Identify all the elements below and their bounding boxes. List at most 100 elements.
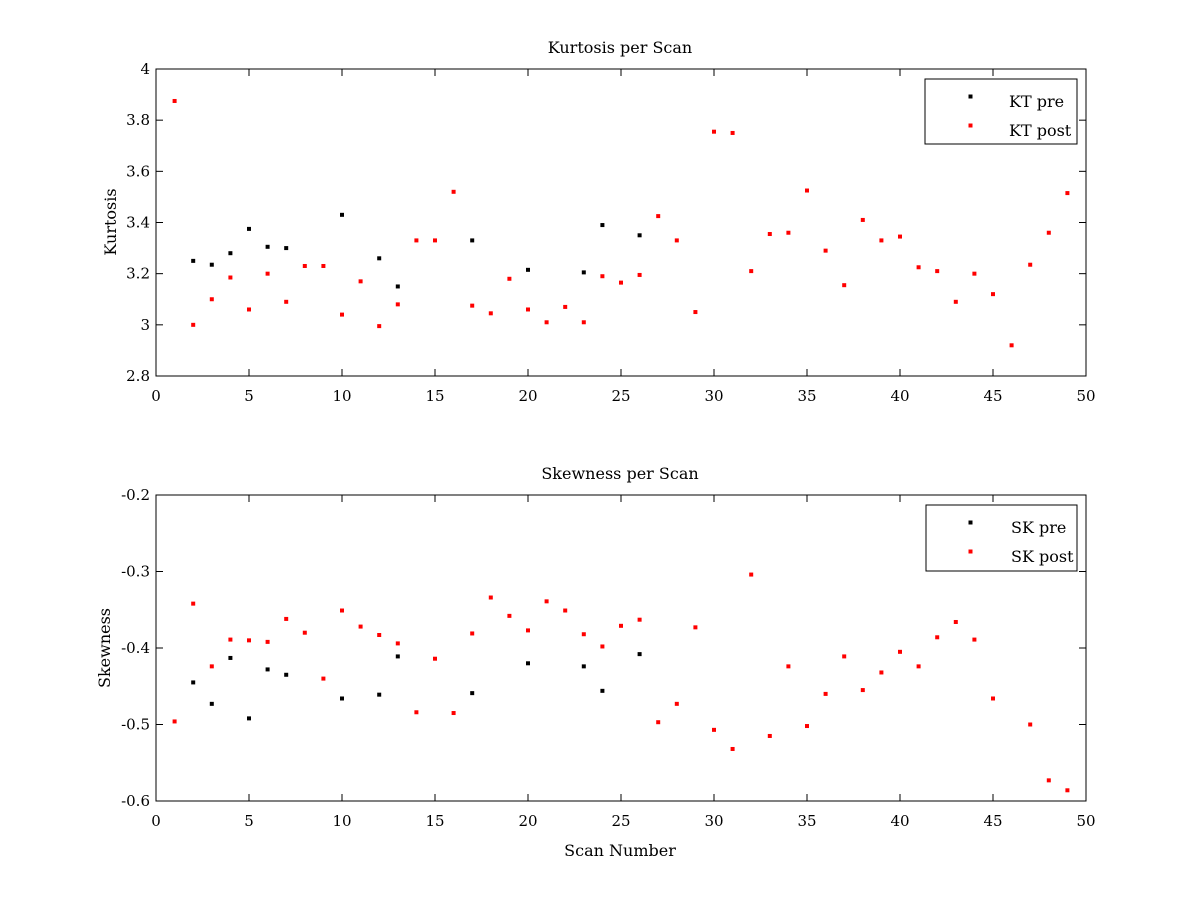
kurtosis-point-post bbox=[228, 275, 233, 280]
skewness-subplot: Skewness per Scan Skewness Scan Number 0… bbox=[95, 464, 1096, 860]
kurtosis-point-post bbox=[656, 214, 661, 219]
kurtosis-y-tick-label: 3.6 bbox=[126, 162, 150, 180]
skewness-point-post bbox=[340, 608, 344, 613]
skewness-point-post bbox=[191, 601, 196, 606]
kurtosis-point-pre bbox=[637, 233, 642, 238]
skewness-point-post bbox=[433, 656, 437, 661]
kurtosis-point-post bbox=[340, 312, 344, 317]
kurtosis-legend-marker-pre bbox=[968, 94, 973, 99]
skewness-point-post bbox=[730, 746, 735, 751]
kurtosis-point-pre bbox=[265, 244, 270, 249]
skewness-point-pre bbox=[581, 664, 586, 669]
skewness-point-pre bbox=[600, 688, 605, 693]
skewness-point-post bbox=[898, 649, 902, 654]
skewness-point-post bbox=[247, 638, 251, 643]
kurtosis-x-tick-label: 15 bbox=[425, 387, 444, 405]
skewness-point-pre bbox=[637, 652, 642, 657]
skewness-y-tick-label: -0.6 bbox=[121, 792, 150, 810]
skewness-point-post bbox=[637, 617, 642, 622]
kurtosis-point-post bbox=[860, 217, 865, 222]
kurtosis-x-tick-label: 40 bbox=[890, 387, 909, 405]
skewness-point-post bbox=[265, 639, 270, 644]
kurtosis-x-tick-label: 10 bbox=[332, 387, 351, 405]
skewness-x-tick-label: 5 bbox=[244, 812, 254, 830]
skewness-point-post bbox=[172, 719, 177, 724]
kurtosis-point-post bbox=[581, 320, 586, 325]
skewness-point-post bbox=[563, 608, 568, 613]
skewness-x-tick-label: 45 bbox=[983, 812, 1002, 830]
kurtosis-point-post bbox=[433, 238, 437, 243]
skewness-point-post bbox=[842, 654, 847, 659]
kurtosis-point-post bbox=[879, 238, 884, 243]
skewness-point-post bbox=[823, 691, 828, 696]
skewness-point-pre bbox=[470, 691, 475, 696]
kurtosis-x-tick-label: 50 bbox=[1076, 387, 1095, 405]
skewness-point-post bbox=[1028, 722, 1033, 727]
kurtosis-point-post bbox=[619, 280, 623, 285]
skewness-point-post bbox=[749, 572, 754, 577]
kurtosis-point-post bbox=[823, 248, 828, 253]
kurtosis-point-pre bbox=[395, 284, 400, 289]
skewness-point-post bbox=[767, 733, 772, 738]
skewness-point-post bbox=[712, 727, 716, 732]
kurtosis-point-post bbox=[284, 299, 289, 304]
skewness-point-pre bbox=[247, 716, 251, 721]
kurtosis-point-post bbox=[1046, 230, 1051, 235]
kurtosis-point-pre bbox=[377, 256, 382, 261]
kurtosis-point-post bbox=[693, 310, 698, 315]
kurtosis-point-pre bbox=[284, 246, 289, 251]
skewness-y-tick-label: -0.2 bbox=[121, 486, 150, 504]
skewness-point-post bbox=[786, 664, 791, 669]
skewness-point-pre bbox=[377, 692, 382, 697]
skewness-point-post bbox=[526, 628, 530, 633]
skewness-point-pre bbox=[265, 667, 270, 672]
kurtosis-point-pre bbox=[228, 251, 233, 256]
skewness-legend-box bbox=[925, 504, 1078, 572]
kurtosis-point-post bbox=[191, 322, 196, 327]
skewness-point-post bbox=[674, 701, 679, 706]
skewness-point-post bbox=[284, 616, 289, 621]
kurtosis-point-post bbox=[377, 324, 382, 329]
kurtosis-y-tick-label: 3 bbox=[140, 316, 150, 334]
kurtosis-point-post bbox=[600, 274, 605, 279]
skewness-point-post bbox=[1046, 778, 1051, 783]
kurtosis-point-post bbox=[526, 307, 530, 312]
skewness-y-tick-label: -0.5 bbox=[121, 716, 150, 734]
skewness-y-ticks: -0.6 -0.5 -0.4 -0.3 -0.2 bbox=[121, 486, 1086, 810]
kurtosis-x-tick-label: 0 bbox=[151, 387, 161, 405]
kurtosis-point-post bbox=[805, 188, 809, 193]
skewness-point-pre bbox=[191, 680, 196, 685]
skewness-point-post bbox=[916, 664, 921, 669]
kurtosis-y-axis-label: Kurtosis bbox=[101, 188, 120, 255]
skewness-point-post bbox=[488, 595, 493, 600]
skewness-point-post bbox=[395, 641, 400, 646]
skewness-point-post bbox=[991, 696, 995, 701]
skewness-point-post bbox=[358, 624, 363, 629]
kurtosis-x-tick-label: 20 bbox=[518, 387, 537, 405]
skewness-point-pre bbox=[395, 654, 400, 659]
kurtosis-point-post bbox=[767, 232, 772, 237]
skewness-point-post bbox=[879, 670, 884, 675]
skewness-point-pre bbox=[526, 661, 530, 666]
kurtosis-point-post bbox=[395, 302, 400, 307]
skewness-y-axis-label: Skewness bbox=[95, 608, 114, 688]
kurtosis-y-tick-label: 3.4 bbox=[126, 214, 150, 232]
kurtosis-point-post bbox=[991, 292, 995, 297]
skewness-point-post bbox=[209, 664, 214, 669]
kurtosis-x-tick-label: 35 bbox=[797, 387, 816, 405]
kurtosis-point-post bbox=[302, 263, 307, 268]
kurtosis-point-pre bbox=[581, 270, 586, 275]
kurtosis-y-tick-label: 3.8 bbox=[126, 111, 150, 129]
skewness-x-tick-label: 35 bbox=[797, 812, 816, 830]
kurtosis-point-post bbox=[786, 230, 791, 235]
kurtosis-x-ticks: 0 5 10 15 20 25 30 35 40 45 50 bbox=[151, 69, 1096, 405]
kurtosis-point-post bbox=[953, 299, 958, 304]
skewness-point-pre bbox=[209, 701, 214, 706]
skewness-point-post bbox=[507, 613, 512, 618]
kurtosis-x-tick-label: 25 bbox=[611, 387, 630, 405]
skewness-x-tick-label: 20 bbox=[518, 812, 537, 830]
skewness-point-post bbox=[693, 625, 698, 630]
skewness-point-pre bbox=[228, 655, 233, 660]
kurtosis-point-post bbox=[209, 297, 214, 302]
